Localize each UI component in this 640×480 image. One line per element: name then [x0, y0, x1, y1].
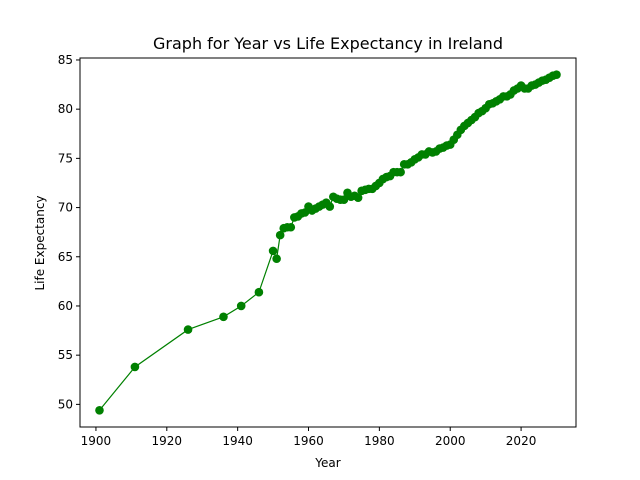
x-tick-label: 1900 — [81, 434, 112, 448]
x-axis-label: Year — [314, 456, 340, 470]
plot-area — [79, 57, 577, 428]
data-point — [95, 405, 104, 415]
data-point — [339, 195, 349, 204]
x-tick-label: 2000 — [435, 434, 466, 448]
data-point — [325, 202, 335, 211]
y-axis-label: Life Expectancy — [33, 195, 47, 290]
x-tick-label: 1940 — [222, 434, 253, 448]
data-point — [183, 325, 193, 334]
data-point — [236, 301, 246, 311]
data-point — [286, 222, 296, 232]
data-point — [552, 70, 561, 80]
series-layer — [95, 70, 561, 415]
x-axis-ticks: 1900 1920 1940 1960 1980 2000 2020 — [81, 427, 537, 448]
x-tick-label: 1980 — [364, 434, 395, 448]
y-axis-ticks: 50 55 60 65 70 75 80 85 — [58, 53, 80, 411]
data-point — [353, 193, 363, 203]
y-tick-label: 75 — [58, 151, 73, 165]
y-tick-label: 50 — [58, 397, 73, 411]
axes-frame — [79, 57, 577, 428]
x-tick-label: 1920 — [152, 434, 183, 448]
chart-title: Graph for Year vs Life Expectancy in Ire… — [153, 34, 503, 53]
y-tick-label: 80 — [58, 102, 73, 116]
x-tick-label: 2020 — [506, 434, 537, 448]
y-tick-label: 70 — [58, 201, 73, 215]
data-point — [272, 254, 281, 264]
y-tick-label: 60 — [58, 299, 73, 313]
data-point — [130, 362, 140, 372]
y-tick-label: 85 — [58, 53, 73, 67]
data-point — [268, 246, 278, 256]
x-tick-label: 1960 — [293, 434, 324, 448]
data-point — [396, 167, 405, 177]
y-tick-label: 55 — [58, 348, 73, 362]
y-tick-label: 65 — [58, 250, 73, 264]
data-point — [219, 312, 228, 322]
data-point — [254, 287, 264, 297]
data-point — [275, 230, 285, 240]
